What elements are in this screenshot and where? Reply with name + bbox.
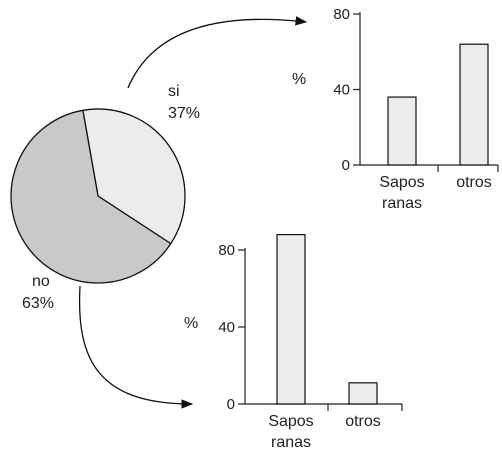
y-tick-label: 80 bbox=[333, 6, 350, 23]
y-tick-label: 40 bbox=[333, 82, 350, 99]
ylabel-top: % bbox=[292, 71, 306, 88]
pie-label-si: si bbox=[168, 83, 180, 100]
category-label: ranas bbox=[271, 434, 311, 451]
category-label: otros bbox=[456, 174, 492, 191]
y-tick-label: 0 bbox=[342, 157, 350, 174]
bar-chart-no: 0 40 80 Sapos ranas otros bbox=[218, 234, 403, 451]
pie-chart bbox=[10, 108, 186, 284]
y-tick-label: 0 bbox=[227, 396, 235, 413]
y-tick-label: 80 bbox=[218, 242, 235, 259]
bar-sapos-ranas bbox=[387, 96, 417, 166]
category-label: otros bbox=[345, 413, 381, 430]
pie-slice-no bbox=[10, 109, 172, 284]
bar-otros bbox=[459, 43, 489, 166]
arrow-to-si-chart bbox=[127, 16, 308, 89]
arrow-to-no-chart bbox=[78, 285, 194, 409]
bar-chart-si: 0 40 80 Sapos ranas otros bbox=[333, 6, 499, 212]
pie-percent-si: 37% bbox=[168, 105, 200, 122]
category-label: ranas bbox=[382, 195, 422, 212]
category-label: Sapos bbox=[268, 413, 313, 430]
pie-percent-no: 63% bbox=[22, 295, 54, 312]
pie-slice-si bbox=[82, 108, 186, 245]
y-tick-label: 40 bbox=[218, 319, 235, 336]
bar-sapos-ranas bbox=[276, 234, 306, 405]
bar-otros bbox=[348, 382, 378, 405]
category-label: Sapos bbox=[379, 174, 424, 191]
pie-label-no: no bbox=[32, 273, 50, 290]
ylabel-bottom: % bbox=[184, 315, 198, 332]
